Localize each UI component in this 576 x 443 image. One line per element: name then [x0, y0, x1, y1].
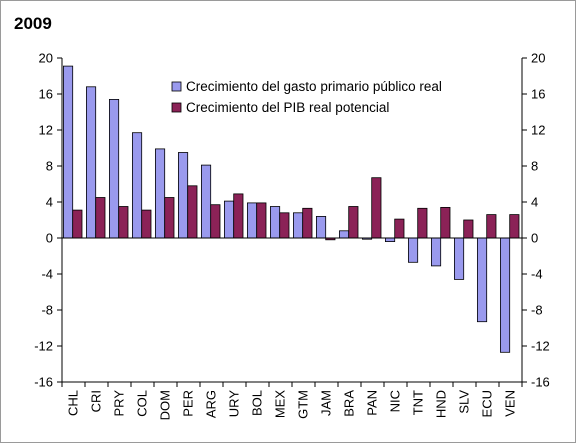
y-tick-label-left: 16 [39, 87, 53, 102]
x-tick-label-pry: PRY [112, 390, 127, 417]
y-tick-label-left: 20 [39, 51, 53, 66]
bar-gasto-dom [154, 148, 166, 239]
bar-pib-ven [509, 214, 520, 239]
y-tick-label-left: 12 [39, 123, 53, 138]
x-tick-label-cri: CRI [89, 390, 104, 412]
bar-pib-bol [256, 202, 267, 239]
bar-pib-nic [394, 218, 405, 239]
bar-pib-bra [348, 206, 359, 239]
legend-swatch-pib [171, 102, 182, 113]
legend: Crecimiento del gasto primario público r… [171, 79, 442, 115]
bar-pib-pan [371, 177, 382, 239]
bar-gasto-per [177, 152, 189, 239]
x-tick-label-chl: CHL [66, 390, 81, 416]
bar-gasto-ury [223, 200, 235, 239]
bar-pib-ury [233, 193, 244, 239]
bar-gasto-mex [269, 206, 281, 239]
bar-pib-mex [279, 212, 290, 239]
y-tick-label-right: -4 [531, 267, 543, 282]
bar-gasto-ven [499, 237, 511, 353]
bar-gasto-nic [384, 237, 396, 242]
bar-gasto-hnd [430, 237, 442, 267]
x-tick-label-dom: DOM [158, 390, 173, 420]
x-tick-label-ecu: ECU [480, 390, 495, 417]
bar-gasto-ecu [476, 237, 488, 323]
x-tick-label-col: COL [135, 390, 150, 417]
bar-gasto-cri [86, 86, 97, 239]
bar-pib-dom [164, 197, 175, 239]
bar-pib-hnd [440, 206, 451, 239]
x-tick-label-jam: JAM [319, 390, 334, 416]
bar-gasto-jam [315, 215, 327, 239]
y-tick-label-right: 4 [531, 195, 538, 210]
x-tick-label-tnt: TNT [411, 390, 426, 415]
y-tick-label-left: 8 [46, 159, 53, 174]
bar-gasto-col [131, 132, 143, 239]
y-tick-label-right: 16 [531, 87, 545, 102]
y-tick-label-left: 4 [46, 195, 53, 210]
bar-pib-chl [72, 209, 83, 239]
bar-pib-pry [118, 206, 129, 239]
bar-pib-gtm [302, 207, 313, 239]
x-tick-label-mex: MEX [273, 390, 288, 419]
y-tick-label-right: -12 [531, 339, 550, 354]
x-tick-label-per: PER [181, 390, 196, 417]
bar-gasto-chl [63, 65, 74, 239]
bar-gasto-arg [200, 164, 212, 239]
x-tick-label-arg: ARG [204, 390, 219, 418]
x-tick-label-gtm: GTM [296, 390, 311, 419]
y-tick-label-left: -12 [34, 339, 53, 354]
legend-swatch-gasto [171, 81, 182, 92]
x-tick-label-ven: VEN [503, 390, 518, 417]
axes-group: 20 20 16 16 12 12 8 8 4 4 0 0 -4 -4 -8 -8 -12 -12 -16 -16 CH… [34, 51, 550, 421]
bar-gasto-pry [109, 99, 120, 239]
chart-title: 2009 [14, 14, 52, 33]
bar-pib-arg [210, 204, 221, 239]
y-tick-label-right: 8 [531, 159, 538, 174]
x-tick-label-bra: BRA [342, 390, 357, 417]
bar-gasto-bol [246, 202, 258, 239]
y-tick-label-left: -16 [34, 375, 53, 390]
x-tick-label-hnd: HND [434, 390, 449, 418]
bar-gasto-tnt [407, 237, 419, 263]
y-tick-label-left: -8 [41, 303, 53, 318]
bar-pib-per [187, 185, 198, 239]
x-tick-label-slv: SLV [457, 390, 472, 414]
legend-label-pib: Crecimiento del PIB real potencial [186, 100, 389, 115]
bar-pib-tnt [417, 207, 428, 239]
y-tick-label-right: 20 [531, 51, 545, 66]
bar-gasto-gtm [292, 212, 304, 239]
bar-pib-cri [95, 197, 106, 239]
y-tick-label-right: -16 [531, 375, 550, 390]
y-tick-label-right: 12 [531, 123, 545, 138]
bar-pib-slv [463, 219, 474, 239]
y-tick-label-left: 0 [46, 231, 53, 246]
legend-label-gasto: Crecimiento del gasto primario público r… [186, 79, 442, 94]
x-tick-label-bol: BOL [250, 390, 265, 416]
bar-gasto-bra [338, 230, 350, 239]
x-tick-label-pan: PAN [365, 390, 380, 416]
y-tick-label-right: -8 [531, 303, 543, 318]
bar-pib-col [141, 209, 152, 239]
x-tick-label-nic: NIC [388, 390, 403, 412]
y-tick-label-right: 0 [531, 231, 538, 246]
bar-pib-ecu [486, 214, 497, 239]
bar-gasto-slv [453, 237, 465, 280]
y-tick-label-left: -4 [41, 267, 53, 282]
x-tick-label-ury: URY [227, 390, 242, 418]
